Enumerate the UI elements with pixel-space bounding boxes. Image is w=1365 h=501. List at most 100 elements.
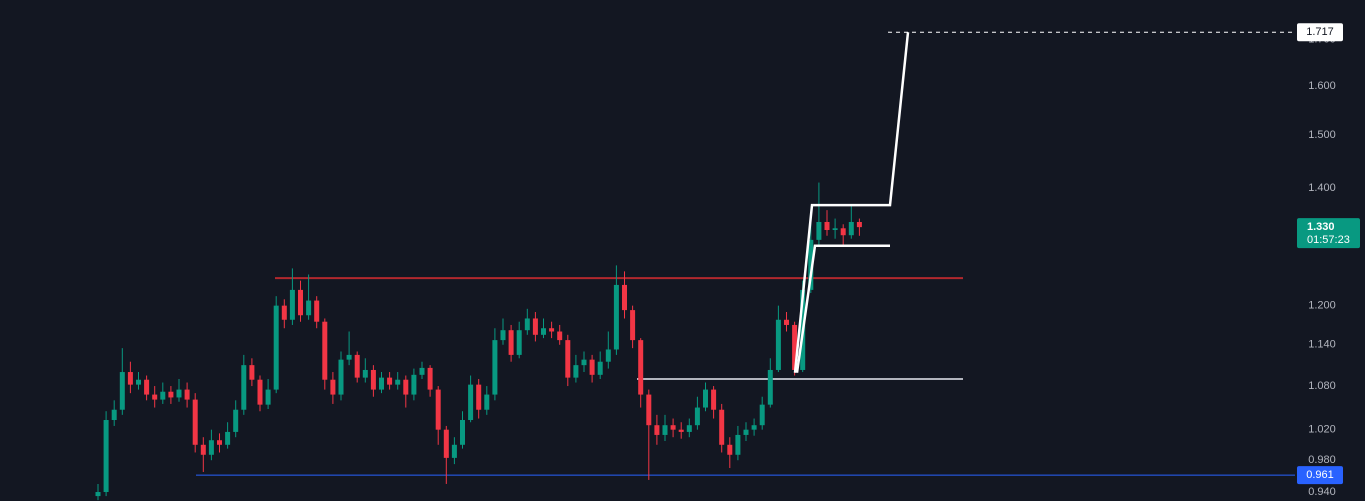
candle-body bbox=[662, 425, 668, 435]
candle-body bbox=[241, 365, 247, 410]
candle-body bbox=[354, 354, 360, 378]
candle-body bbox=[225, 431, 231, 445]
candle-body bbox=[476, 384, 482, 410]
candle-body bbox=[597, 361, 603, 375]
candle-body bbox=[249, 365, 255, 380]
candle-body bbox=[824, 221, 830, 231]
y-tick-label: 1.500 bbox=[1308, 129, 1336, 141]
candle-body bbox=[427, 367, 433, 390]
candle-body bbox=[686, 425, 692, 432]
candle-body bbox=[160, 391, 166, 400]
candle-body bbox=[727, 444, 733, 455]
level-label: 0.961 bbox=[1306, 469, 1334, 481]
candle-body bbox=[468, 384, 474, 421]
candle-body bbox=[95, 492, 101, 497]
candle-body bbox=[168, 391, 174, 398]
candle-body bbox=[581, 359, 587, 366]
candle-body bbox=[176, 389, 182, 398]
flag-line bbox=[795, 244, 890, 373]
y-tick-label: 1.140 bbox=[1308, 339, 1336, 351]
candle-body bbox=[144, 379, 150, 395]
candle-body bbox=[451, 444, 457, 458]
candle-body bbox=[217, 440, 222, 445]
candle-body bbox=[379, 377, 384, 390]
candle-body bbox=[711, 389, 717, 410]
candle-body bbox=[403, 379, 409, 395]
candle-body bbox=[775, 319, 781, 370]
candle-body bbox=[387, 377, 393, 385]
candle-body bbox=[103, 420, 109, 493]
candle-body bbox=[589, 359, 595, 375]
candle-body bbox=[654, 425, 660, 435]
candle-body bbox=[443, 429, 449, 458]
candle-body bbox=[524, 318, 530, 331]
candle-body bbox=[435, 389, 441, 430]
candle-body bbox=[743, 429, 749, 435]
candle-body bbox=[281, 305, 287, 320]
y-tick-label: 1.080 bbox=[1308, 380, 1336, 392]
candle-body bbox=[848, 221, 854, 236]
candle-body bbox=[330, 379, 336, 395]
candle-body bbox=[298, 289, 303, 316]
candle-body bbox=[136, 379, 141, 385]
candle-body bbox=[759, 404, 765, 426]
candle-body bbox=[670, 425, 676, 430]
candle-body bbox=[622, 284, 627, 311]
candle-body bbox=[192, 399, 198, 445]
candle-body bbox=[605, 349, 611, 362]
candle-body bbox=[346, 354, 352, 360]
candle-body bbox=[338, 359, 344, 395]
candle-body bbox=[808, 239, 814, 290]
candle-body bbox=[792, 324, 798, 370]
candle-body bbox=[111, 409, 117, 421]
candle-body bbox=[184, 389, 190, 400]
y-tick-label: 1.400 bbox=[1308, 182, 1336, 194]
candle-body bbox=[565, 340, 571, 378]
candle-body bbox=[362, 369, 368, 378]
last-price-label: 1.330 bbox=[1307, 221, 1335, 233]
y-tick-label: 1.020 bbox=[1308, 424, 1336, 436]
candle-body bbox=[678, 429, 684, 432]
candle-body bbox=[322, 321, 328, 380]
candle-body bbox=[411, 374, 417, 395]
candle-body bbox=[508, 330, 514, 355]
candle-body bbox=[751, 425, 757, 430]
candle-body bbox=[119, 372, 125, 410]
candle-body bbox=[767, 369, 773, 405]
candle-body bbox=[289, 289, 295, 320]
target-box bbox=[1297, 23, 1343, 42]
candle-body bbox=[484, 394, 490, 410]
y-tick-label: 1.600 bbox=[1308, 80, 1336, 92]
candle-body bbox=[208, 440, 214, 455]
candle-body bbox=[460, 420, 465, 445]
y-tick-label: 1.200 bbox=[1308, 300, 1336, 312]
candle-body bbox=[856, 221, 862, 228]
candle-body bbox=[314, 300, 320, 322]
candle-body bbox=[630, 310, 636, 341]
projection-line bbox=[793, 32, 910, 373]
candle-body bbox=[233, 409, 239, 432]
level-box bbox=[1297, 466, 1343, 485]
candle-body bbox=[816, 221, 822, 240]
candle-body bbox=[500, 330, 506, 341]
candle-body bbox=[152, 394, 158, 400]
candle-body bbox=[265, 389, 271, 405]
candle-body bbox=[419, 367, 425, 375]
candle-body bbox=[370, 369, 376, 390]
candle-body bbox=[638, 340, 644, 395]
candle-body bbox=[646, 394, 652, 426]
candle-body bbox=[832, 228, 838, 231]
candle-body bbox=[200, 444, 206, 455]
candle-body bbox=[492, 340, 498, 395]
candle-body bbox=[273, 305, 279, 390]
target-label: 1.717 bbox=[1306, 26, 1334, 38]
candle-body bbox=[395, 379, 401, 385]
candle-body bbox=[127, 372, 133, 385]
y-tick-label: 0.940 bbox=[1308, 486, 1336, 498]
countdown: 01:57:23 bbox=[1307, 234, 1350, 246]
candle-body bbox=[719, 409, 725, 445]
candle-body bbox=[516, 330, 522, 355]
candle-body bbox=[703, 389, 708, 408]
candle-body bbox=[735, 434, 741, 455]
